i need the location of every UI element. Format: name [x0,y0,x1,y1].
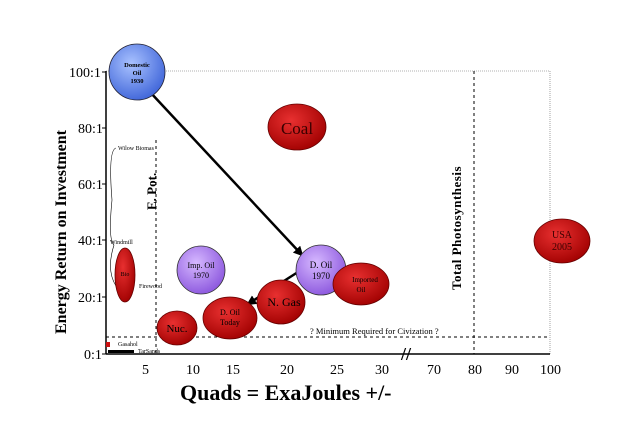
x-tick-label: 70 [427,363,441,378]
axis-break-mark: // [400,344,412,364]
tarsands-mark [108,350,134,353]
arrow-1930-to-1970 [149,91,304,257]
gasahol-mark [106,342,110,347]
bubble-usa-2005: USA 2005 [533,218,591,264]
bubble-coal: Coal [267,103,327,151]
bubble-d-oil-today: D. Oil Today [202,296,258,340]
annotation-willow: Wilow Biomas [118,146,155,152]
bio-bracket-2 [110,244,117,287]
svg-text:Imp. Oil: Imp. Oil [187,261,215,270]
svg-text:D. Oil: D. Oil [220,308,241,317]
annotation-gasahol: Gasahol [118,342,138,348]
svg-text:Bio: Bio [121,272,130,278]
y-tick-label: 40:1 [78,234,103,249]
y-axis-title: Energy Return on Investment [53,129,70,334]
svg-text:Nuc.: Nuc. [166,323,187,335]
svg-text:1970: 1970 [193,271,209,280]
y-tick-marks [102,71,106,355]
y-tick-label: 20:1 [78,291,103,306]
bio-bracket [110,147,117,246]
y-tick-label: 0:1 [84,348,102,363]
svg-text:Domestic: Domestic [124,62,150,69]
svg-text:1970: 1970 [312,271,331,281]
bubble-nuc: Nuc. [156,310,198,346]
bubble-bio: Bio [114,247,136,303]
bubble-imp-oil-1970: Imp. Oil 1970 [176,245,226,295]
annotation-firewood: Firewood [139,284,162,290]
x-tick-label: 15 [226,363,240,378]
svg-text:Oil: Oil [357,286,366,294]
svg-text:USA: USA [552,230,573,241]
x-tick-label: 90 [505,363,519,378]
x-tick-label: 10 [186,363,200,378]
svg-text:Imported: Imported [352,276,378,284]
bubble-imported-oil: Imported Oil [332,262,390,306]
x-tick-label: 20 [280,363,294,378]
x-tick-label: 25 [330,363,344,378]
y-tick-label: 60:1 [78,178,103,193]
bubble-domestic-oil-1930: Domestic Oil 1930 [108,43,166,101]
svg-text:Today: Today [220,318,240,327]
svg-text:Coal: Coal [281,119,313,138]
y-tick-label: 80:1 [78,122,103,137]
annotation-tarsands: TarSands [138,349,161,355]
svg-text:1930: 1930 [131,78,144,85]
ref-label-photosynthesis: Total Photosynthesis [449,166,464,290]
ref-label-minimum: ? Minimum Required for Civization ? [310,326,439,336]
x-tick-label: 80 [468,363,482,378]
x-tick-label: 30 [375,363,389,378]
ref-label-e-pot: E. Pot. [144,173,159,210]
y-tick-label: 100:1 [69,66,101,81]
svg-text:N. Gas: N. Gas [267,295,301,309]
x-tick-label: 5 [142,363,149,378]
x-tick-label: 100 [540,363,561,378]
svg-text:Oil: Oil [133,70,142,77]
annotation-windmill: Windmill [110,240,133,246]
svg-text:2005: 2005 [552,242,572,253]
svg-text:D. Oil: D. Oil [310,260,333,270]
bubble-n-gas: N. Gas [256,279,306,325]
x-axis-title: Quads = ExaJoules +/- [180,380,392,405]
